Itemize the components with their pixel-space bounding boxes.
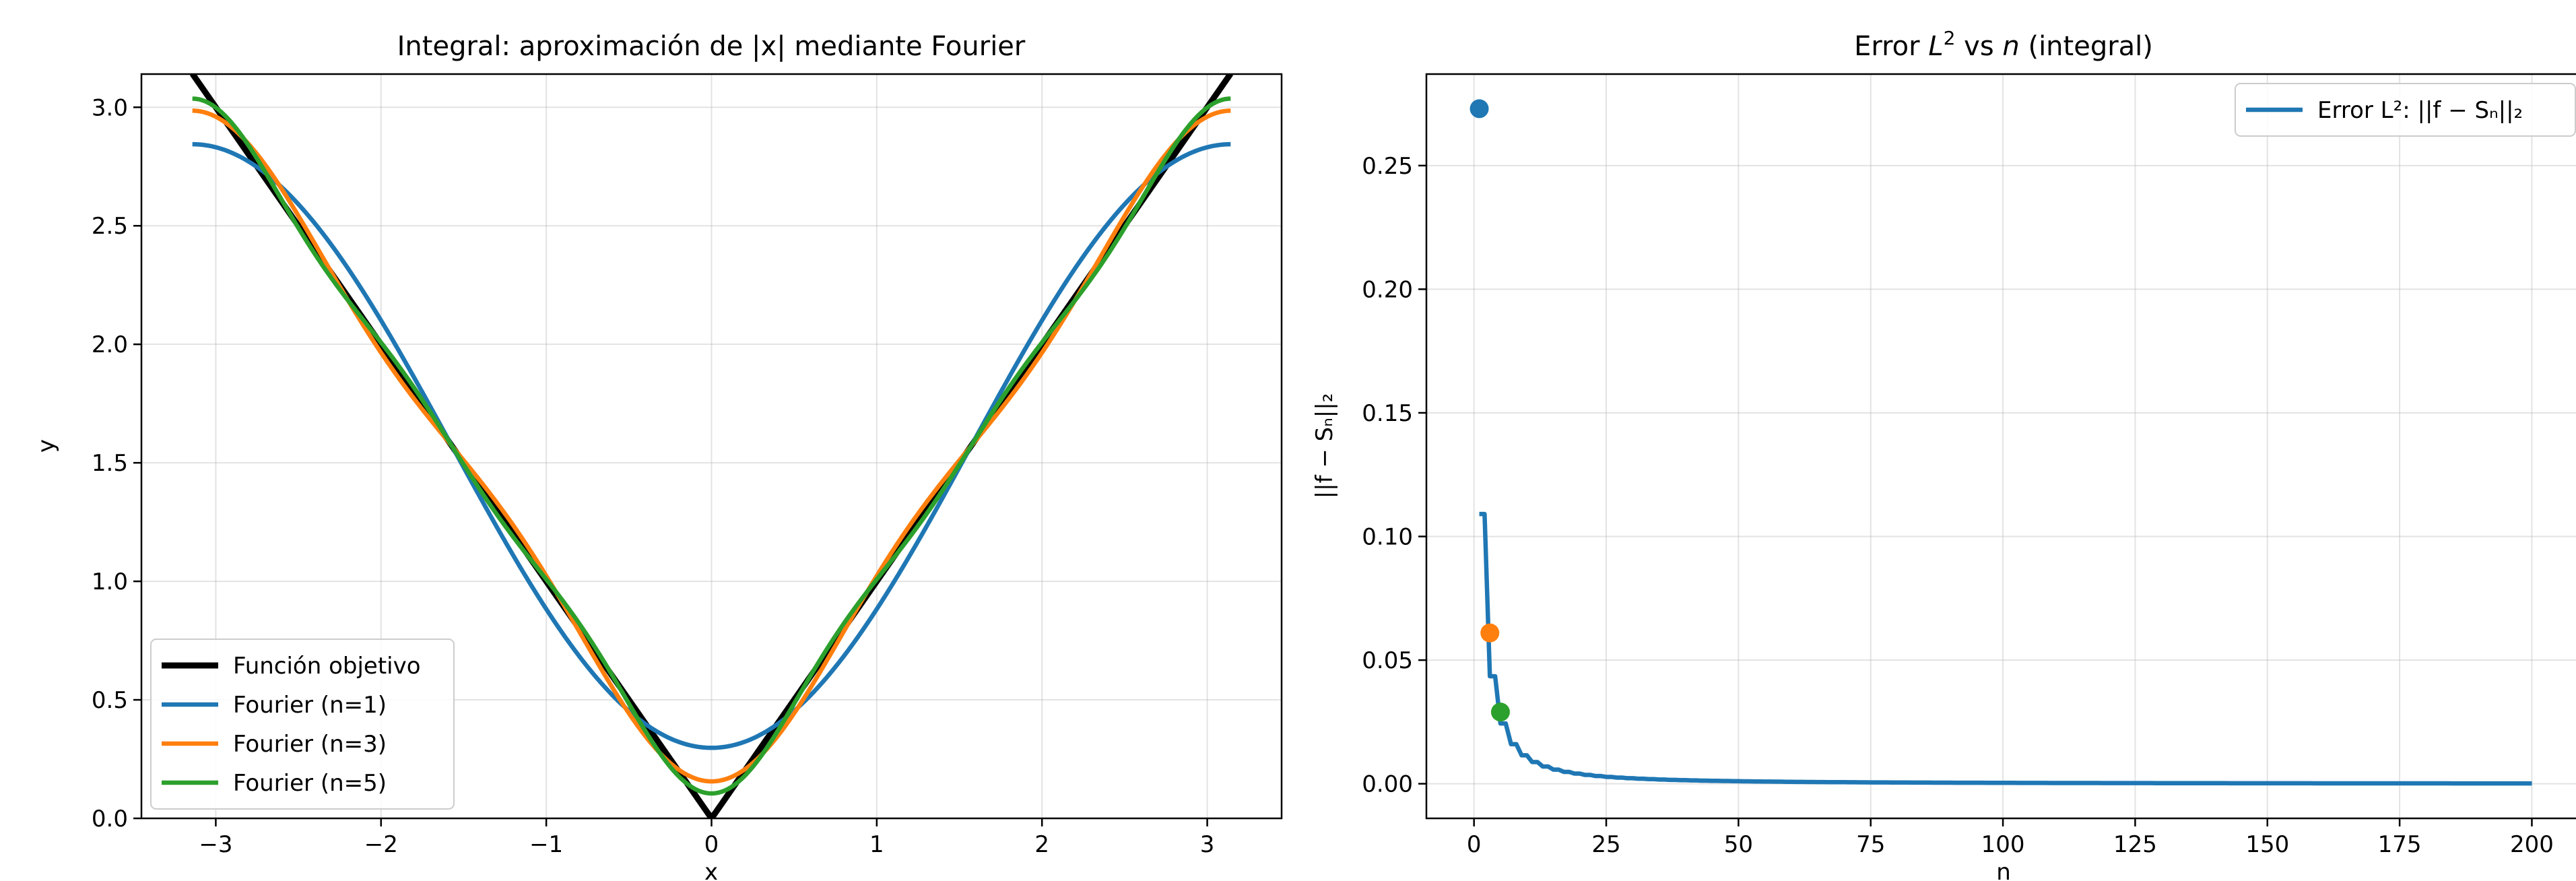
series-line-2 <box>191 108 1232 784</box>
x-tick-label: 75 <box>1856 831 1885 858</box>
x-tick-label: 3 <box>1200 831 1215 858</box>
legend-box <box>2235 83 2576 137</box>
legend-label: Función objetivo <box>233 653 421 680</box>
left-ticks: −3 −2 −1 0 1 2 3 0.0 0.5 1.0 1.5 2.0 2.5 3.0 <box>92 94 1214 858</box>
left-grid <box>141 74 1282 819</box>
y-tick-label: 0.05 <box>1362 647 1413 674</box>
y-tick-label: 2.5 <box>92 213 128 240</box>
right-grid <box>1426 74 2576 818</box>
y-tick-label: 0.00 <box>1362 771 1413 798</box>
x-tick-label: −1 <box>529 831 563 858</box>
y-tick-label: 0.20 <box>1362 276 1413 303</box>
legend-label: Fourier (n=5) <box>233 770 387 797</box>
y-tick-label: 0.25 <box>1362 153 1413 180</box>
right-xlabel: n <box>1996 859 2011 881</box>
left-xlabel: x <box>704 859 718 881</box>
x-tick-label: −3 <box>199 831 232 858</box>
right-legend: Error L²: ||f − Sₙ||₂ <box>2235 83 2576 137</box>
left-ylabel: y <box>33 439 60 453</box>
x-tick-label: 1 <box>869 831 884 858</box>
legend-label: Error L²: ||f − Sₙ||₂ <box>2317 97 2523 124</box>
y-tick-label: 3.0 <box>92 94 128 121</box>
left-legend: Función objetivo Fourier (n=1) Fourier (n=… <box>150 639 455 810</box>
highlight-point-n3 <box>1480 623 1500 643</box>
y-tick-label: 1.0 <box>92 568 128 595</box>
left-title: Integral: aproximación de |x| mediante F… <box>397 31 1026 62</box>
x-tick-label: 0 <box>704 831 719 858</box>
left-series-lines <box>189 74 1234 818</box>
highlight-point-n5 <box>1490 703 1510 722</box>
series-line-1 <box>191 141 1232 750</box>
legend-label: Fourier (n=1) <box>233 692 387 719</box>
error-line <box>1479 511 2532 786</box>
x-tick-label: 200 <box>2510 831 2554 858</box>
x-tick-label: 175 <box>2378 831 2422 858</box>
right-axes-frame <box>1425 73 2576 820</box>
series-line-3 <box>191 96 1232 796</box>
y-tick-label: 0.15 <box>1362 400 1413 427</box>
right-title: Error L2 vs n (integral) <box>1854 27 2153 62</box>
x-tick-label: 50 <box>1724 831 1753 858</box>
x-tick-label: 2 <box>1034 831 1049 858</box>
y-tick-label: 1.5 <box>92 450 128 477</box>
right-ylabel: ||f − Sₙ||₂ <box>1311 393 1338 499</box>
y-tick-label: 0.10 <box>1362 523 1413 550</box>
x-tick-label: −2 <box>364 831 398 858</box>
right-plot: 0 25 50 75 100 125 150 175 200 0.00 0.05 0.10 0.15 0.… <box>1311 27 2576 881</box>
y-tick-label: 2.0 <box>92 331 128 358</box>
x-tick-label: 125 <box>2113 831 2157 858</box>
right-series-lines <box>1469 99 2532 786</box>
legend-box <box>150 639 455 810</box>
legend-label: Fourier (n=3) <box>233 731 387 758</box>
left-plot: −3 −2 −1 0 1 2 3 0.0 0.5 1.0 1.5 2.0 2.5 3.0 Integral… <box>33 31 1283 881</box>
y-tick-label: 0.0 <box>92 806 128 833</box>
y-tick-label: 0.5 <box>92 687 128 714</box>
x-tick-label: 100 <box>1981 831 2025 858</box>
x-tick-label: 0 <box>1467 831 1482 858</box>
x-tick-label: 150 <box>2245 831 2289 858</box>
right-ticks: 0 25 50 75 100 125 150 175 200 0.00 0.05 0.10 0.15 0.… <box>1362 153 2554 858</box>
highlight-point-n1 <box>1469 99 1489 119</box>
x-tick-label: 25 <box>1591 831 1620 858</box>
